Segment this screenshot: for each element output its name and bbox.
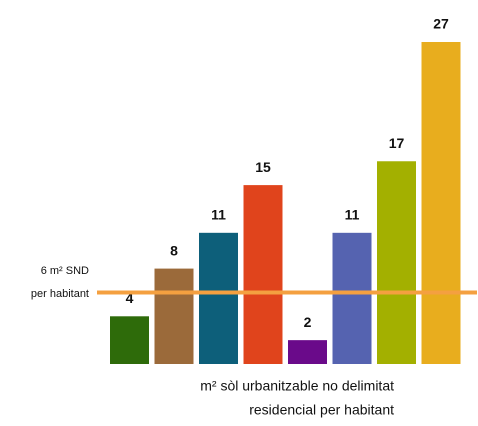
bar (332, 232, 372, 364)
value-label: 4 (126, 290, 134, 306)
value-label: 15 (255, 159, 271, 175)
x-axis-label: residencial per habitant (249, 402, 394, 418)
bar (421, 42, 461, 364)
value-label: 27 (433, 16, 449, 32)
bar (243, 185, 283, 364)
value-label: 11 (211, 207, 226, 223)
value-label: 17 (389, 135, 405, 151)
bar (154, 268, 194, 364)
bar (110, 316, 149, 364)
bar (288, 340, 327, 364)
value-label: 8 (170, 242, 178, 258)
bar (199, 232, 238, 364)
x-axis-label: m² sòl urbanitzable no delimitat (200, 378, 394, 394)
value-label: 2 (304, 314, 312, 330)
bar (377, 161, 416, 364)
value-label: 11 (345, 207, 360, 223)
reference-label: per habitant (31, 288, 89, 300)
reference-label: 6 m² SND (41, 265, 89, 277)
